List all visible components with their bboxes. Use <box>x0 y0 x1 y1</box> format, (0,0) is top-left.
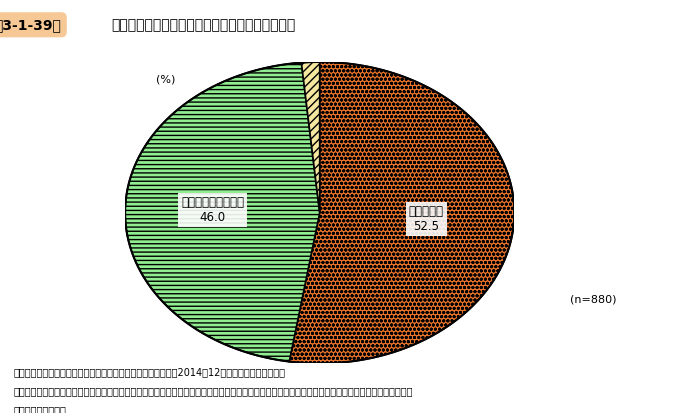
Polygon shape <box>125 63 320 362</box>
Text: 第3-1-39図: 第3-1-39図 <box>0 18 61 32</box>
Text: 検討したいとは思わない: 検討したいとは思わない <box>311 332 384 342</box>
Text: 検討したい
52.5: 検討したい 52.5 <box>409 205 444 233</box>
Text: 行政サービスの民間事業者による一部代行の検討: 行政サービスの民間事業者による一部代行の検討 <box>111 18 295 32</box>
Text: 1.5: 1.5 <box>338 351 357 361</box>
Text: (%): (%) <box>156 75 176 85</box>
Text: （注）市区町村に対して、実施している行政サービスについて、（効率性を高めるなどの観点から）民間事業者等がその一部を代行するという考え方に: （注）市区町村に対して、実施している行政サービスについて、（効率性を高めるなどの… <box>14 386 414 396</box>
Polygon shape <box>302 62 320 213</box>
Text: ついて尋ねたもの。: ついて尋ねたもの。 <box>14 405 67 413</box>
Text: どちらともいえない
46.0: どちらともいえない 46.0 <box>181 196 244 224</box>
Polygon shape <box>289 62 514 363</box>
Text: (n=880): (n=880) <box>570 294 616 304</box>
Text: 資料：中小企業庁委託「地域活性化への取組に関する調査」（2014年12月、ランドブレイン㈱）: 資料：中小企業庁委託「地域活性化への取組に関する調査」（2014年12月、ランド… <box>14 368 286 377</box>
